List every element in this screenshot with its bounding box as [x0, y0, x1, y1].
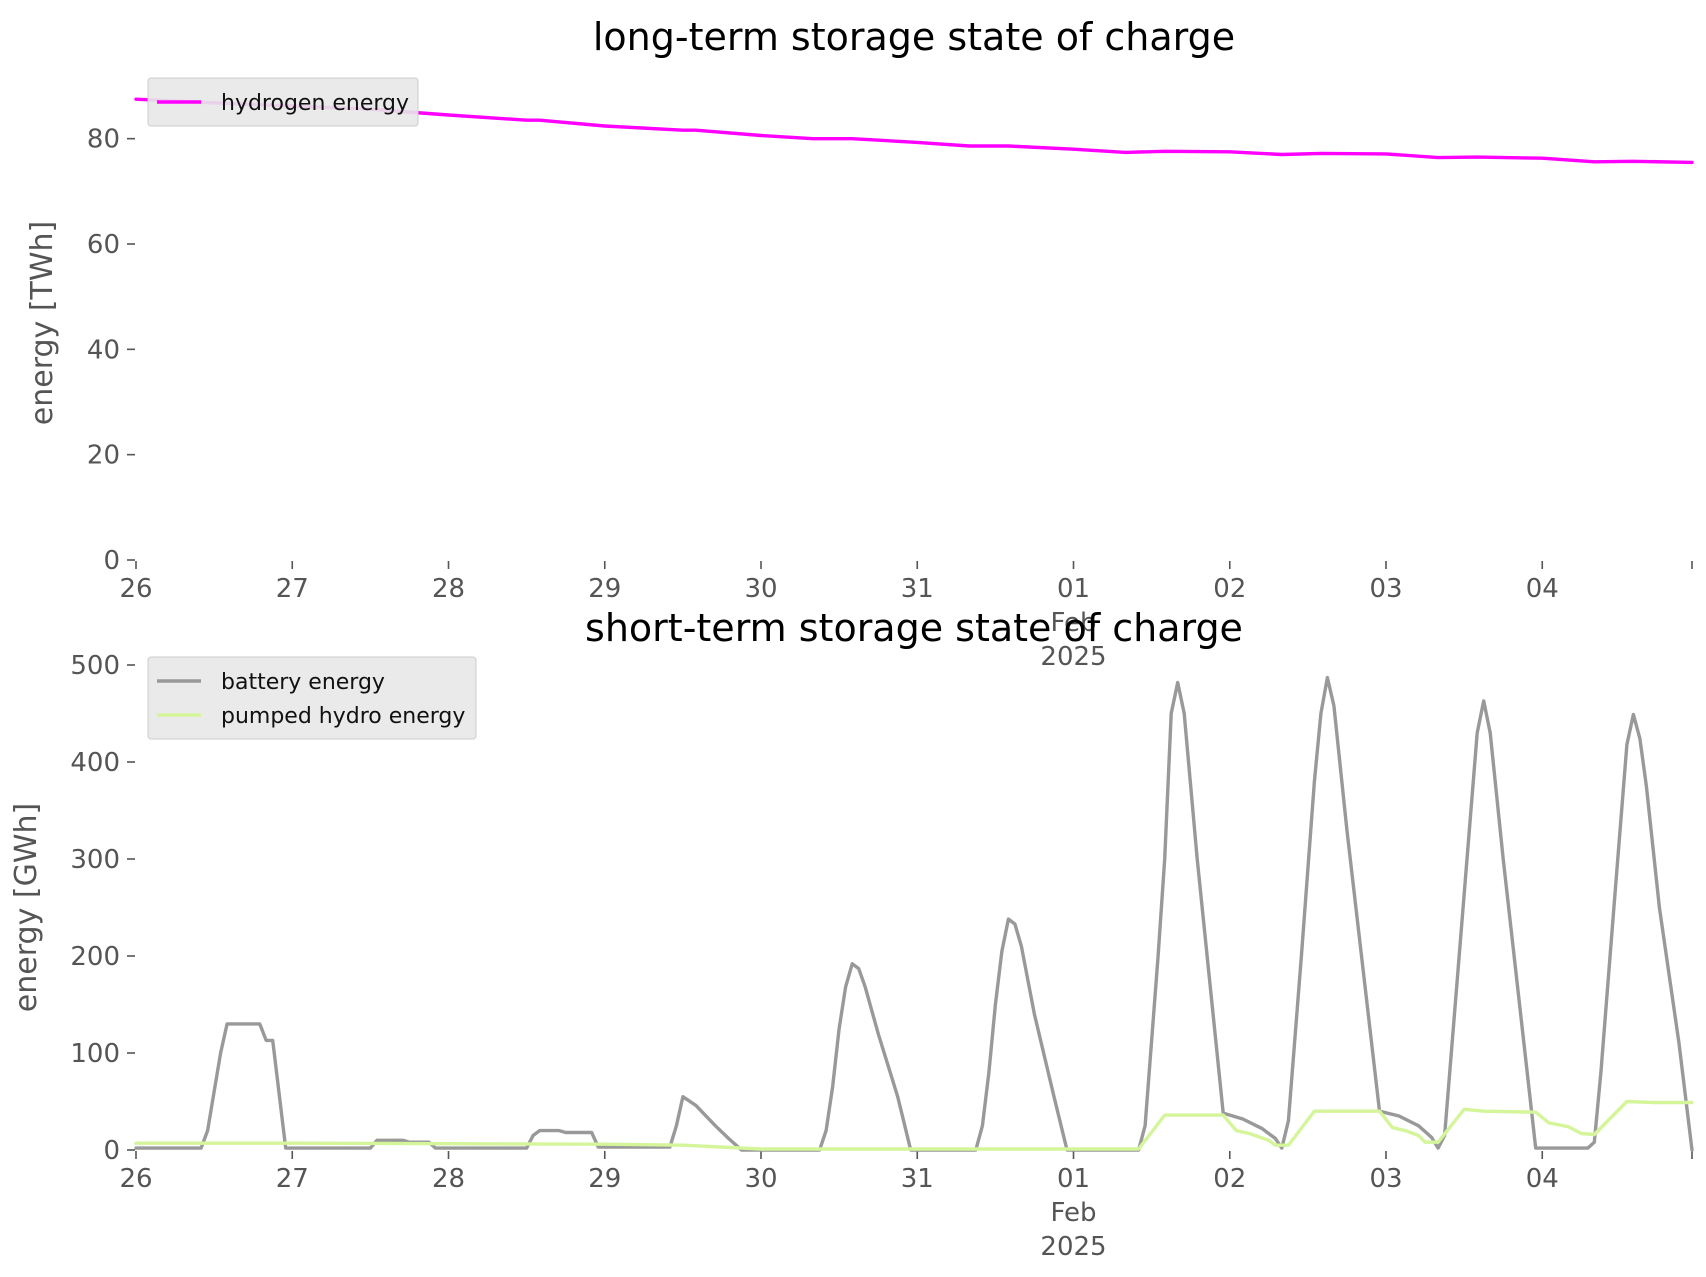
- x-tick-label: 30: [744, 1164, 777, 1194]
- y-tick-label: 300: [70, 845, 120, 875]
- legend-box: [147, 77, 419, 127]
- legend-box: [147, 656, 477, 740]
- y-tick-label: 20: [87, 441, 120, 471]
- chart-panel-1: long-term storage state of charge energy …: [25, 15, 1694, 672]
- x-tick-label: 27: [276, 574, 309, 604]
- chart-panel-2: short-term storage state of charge energy…: [9, 606, 1694, 1262]
- legend-label: pumped hydro energy: [221, 704, 465, 729]
- y-tick-label: 500: [70, 651, 120, 681]
- x-tick-label: 01 Feb 2025: [1040, 1164, 1106, 1262]
- x-tick-label: 03: [1369, 574, 1402, 604]
- y-tick-label: 100: [70, 1039, 120, 1069]
- x-tick-label: 31: [901, 1164, 934, 1194]
- x-tick-label: 28: [432, 1164, 465, 1194]
- y-tick-label: 400: [70, 748, 120, 778]
- x-tick-label: 27: [276, 1164, 309, 1194]
- x-tick-label: 28: [432, 574, 465, 604]
- legend: hydrogen energy: [147, 77, 419, 127]
- y-tick-label: 60: [87, 230, 120, 260]
- legend: battery energy pumped hydro energy: [147, 656, 477, 740]
- x-tick-label: 31: [901, 574, 934, 604]
- chart-title: short-term storage state of charge: [585, 606, 1243, 650]
- y-tick-label: 40: [87, 335, 120, 365]
- y-tick-label: 80: [87, 125, 120, 155]
- x-tick-label: 30: [744, 574, 777, 604]
- legend-label: hydrogen energy: [221, 91, 409, 116]
- y-axis-label: energy [GWh]: [9, 803, 44, 1012]
- x-tick-label: 01 Feb 2025: [1040, 574, 1106, 672]
- series-line-hydrogen-energy: [134, 97, 1694, 165]
- y-tick-label: 0: [103, 1136, 120, 1166]
- y-tick-label: 0: [103, 546, 120, 576]
- x-tick-label: 03: [1369, 1164, 1402, 1194]
- x-tick-label: 02: [1213, 1164, 1246, 1194]
- x-tick-label: 26: [119, 574, 152, 604]
- x-tick-label: 02: [1213, 574, 1246, 604]
- x-tick-label: 04: [1526, 1164, 1559, 1194]
- series-line-pumped-hydro-energy: [134, 1099, 1694, 1151]
- x-tick-label: 29: [588, 574, 621, 604]
- legend-label: battery energy: [221, 670, 385, 695]
- chart-title: long-term storage state of charge: [593, 15, 1235, 59]
- series-line-battery-energy: [134, 675, 1694, 1152]
- y-axis-label: energy [TWh]: [25, 221, 60, 425]
- x-tick-label: 26: [119, 1164, 152, 1194]
- x-tick-label: 29: [588, 1164, 621, 1194]
- y-tick-label: 200: [70, 942, 120, 972]
- x-tick-label: 04: [1526, 574, 1559, 604]
